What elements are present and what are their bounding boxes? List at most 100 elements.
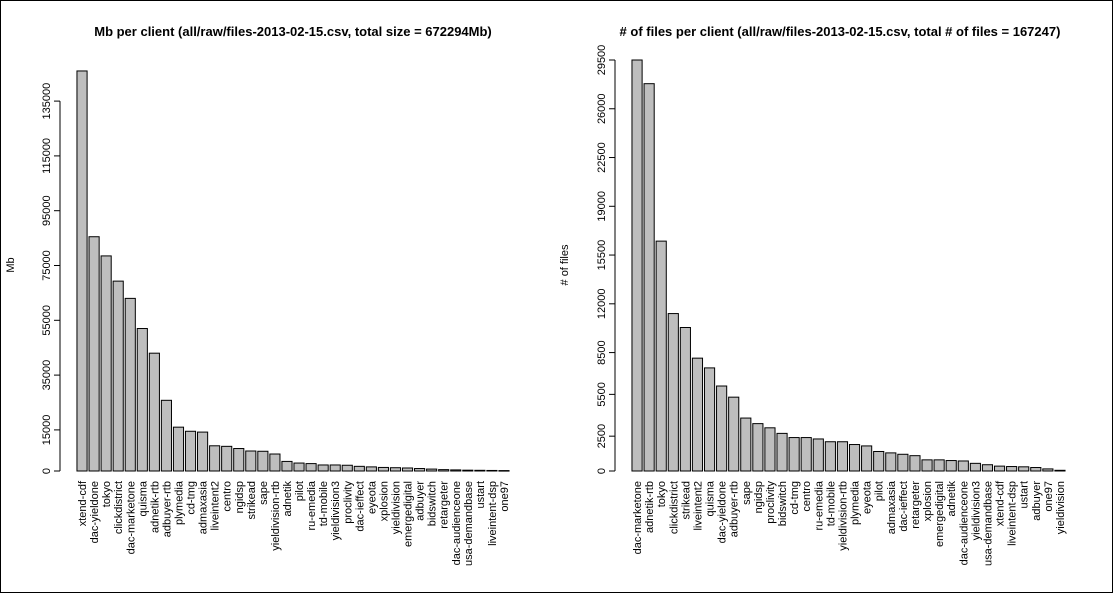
category-label: dac-yieldone [717,481,729,543]
bar-pilot [293,462,305,472]
category-label: liveintent2 [692,481,704,531]
bar-usa-demandbase [462,469,474,472]
bar-adnetik-rtb [643,83,655,472]
y-tick-label: 55000 [41,305,53,336]
category-label: one97 [499,481,511,512]
y-tick-label: 5500 [596,382,608,406]
category-label: xtend-cdf [995,480,1007,526]
category-label: admaxasia [886,480,898,534]
bar-xplosion [921,459,933,472]
category-label: plymedia [850,480,862,525]
bar-centro [800,437,812,472]
category-label: emergedigital [934,481,946,547]
y-tick-label: 135000 [41,83,53,120]
y-tick-label: 8500 [596,340,608,364]
bar-ru-emedia [812,438,824,472]
bar-bidswitch [776,432,788,472]
y-tick-label: 115000 [41,138,53,174]
category-label: bidswitch [427,481,439,526]
bar-retargeter [909,455,921,472]
category-label: proclivity [342,481,354,524]
category-label: clickdistrict [113,481,125,534]
bar-quisma [136,328,148,472]
y-tick-label: 0 [41,468,53,474]
chart-title: Mb per client (all/raw/files-2013-02-15.… [94,24,492,39]
category-label: strikead [246,481,258,520]
bar-yieldivision [389,467,402,472]
category-label: adbuyer [415,481,427,521]
bar-adnetik [945,460,957,472]
category-label: plymedia [173,480,185,525]
y-tick-label: 75000 [41,250,53,281]
bar-sape [257,450,269,472]
category-label: adbuyer [1031,481,1043,521]
bar-adnetik [281,460,293,472]
bar-admaxasia [885,452,897,472]
bar-pilot [873,450,885,472]
category-label: yieldivision3 [970,481,982,540]
category-label: admaxasia [198,480,210,534]
bar-yieldivision-rtb [269,453,281,472]
bar-dac-ieffect [353,465,365,472]
category-label: strikead [680,481,692,520]
chart-title: # of files per client (all/raw/files-201… [620,24,1061,39]
category-label: td-mobile [825,481,837,526]
category-label: dac-ieffect [898,481,910,532]
category-label: xtend-cdf [77,480,89,526]
y-tick-label: 35000 [41,360,53,391]
y-axis-label: Mb [5,257,17,272]
bar-dac-ieffect [897,453,909,472]
category-label: one97 [1043,481,1055,512]
category-label: xplosion [378,481,390,521]
bar-strikead [245,450,257,472]
category-label: sape [258,481,270,505]
category-label: bidswitch [777,481,789,526]
category-label: ustart [475,481,487,509]
category-label: dac-ieffect [354,481,366,532]
y-tick-label: 95000 [41,195,53,226]
category-label: cd-tmg [789,481,801,515]
bar-dac-marketone [124,297,136,472]
bar-dac-audienceone [957,460,969,472]
category-label: adnetik-rtb [644,481,656,533]
bar-quisma [703,367,716,472]
bar-tokyo [655,240,667,472]
category-label: dac-marketone [632,481,644,554]
category-label: adbuyer-rtb [729,481,741,537]
bar-ustart [474,469,486,472]
category-label: ru-emedia [306,480,318,530]
bar-cd-tmg [184,430,197,472]
bar-adnetik-rtb [148,352,160,472]
category-label: clickdistrict [668,481,680,534]
bar-adbuyer-rtb [160,399,172,472]
y-tick-label: 22500 [596,142,608,173]
bar-xtend-cdf [993,465,1006,472]
bar-one97 [1042,468,1054,472]
bar-yieldivision3 [329,464,341,472]
y-tick-label: 29500 [596,45,608,76]
bar-td-mobile [824,441,836,472]
y-tick-label: 26000 [596,93,608,124]
bar-xtend-cdf [76,70,88,472]
bar-emergedigital [401,467,414,472]
category-label: tokyo [656,481,668,507]
category-label: eyeota [366,480,378,514]
category-label: quisma [705,480,717,516]
y-axis-label: # of files [559,244,571,285]
category-label: dac-marketone [125,481,137,554]
category-label: xplosion [922,481,934,521]
bar-adbuyer [1030,467,1042,472]
category-label: liveintent-dsp [1007,481,1019,546]
bar-ru-emedia [305,463,317,472]
category-label: td-mobile [318,481,330,526]
category-label: adnetik [282,481,294,517]
category-label: dac-audienceone [958,481,970,565]
category-label: ustart [1019,481,1031,509]
category-label: yieldivision [1055,481,1067,534]
bar-dac-yieldone [88,236,100,472]
category-label: adnetik [946,481,958,517]
y-tick-label: 12000 [596,289,608,320]
bar-yieldivision-rtb [836,441,849,472]
bar-liveintent-dsp [486,469,498,472]
